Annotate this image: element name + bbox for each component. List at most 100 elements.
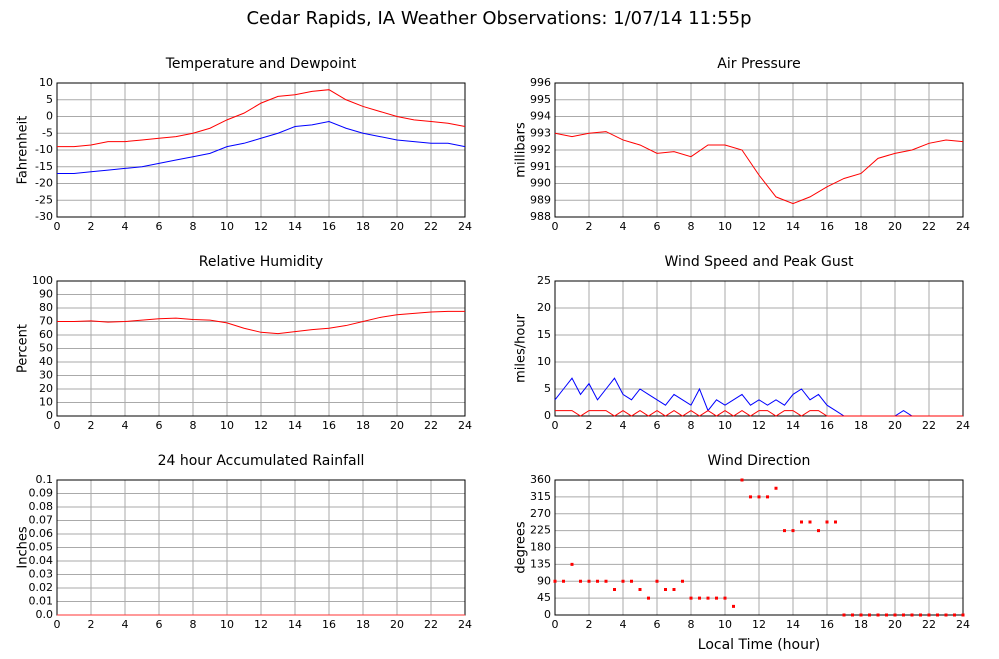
x-tick-label: 12 — [752, 618, 766, 631]
y-tick-label: 0.02 — [29, 581, 54, 594]
data-point — [579, 579, 582, 583]
y-tick-label: 995 — [530, 93, 551, 106]
x-tick-label: 2 — [586, 220, 593, 233]
x-tick-label: 0 — [552, 618, 559, 631]
y-axis-label: miles/hour — [514, 313, 529, 382]
data-point — [706, 596, 710, 600]
data-point — [749, 495, 752, 499]
data-line — [57, 121, 466, 174]
chart-title: Wind Direction — [708, 453, 811, 469]
x-tick-label: 22 — [424, 220, 438, 233]
y-tick-label: 0.05 — [29, 541, 54, 554]
y-tick-label: 0.06 — [29, 527, 54, 540]
y-tick-label: 315 — [530, 490, 551, 503]
y-tick-label: 996 — [530, 76, 551, 89]
y-tick-label: 993 — [530, 126, 551, 139]
y-tick-label: 0 — [46, 110, 53, 123]
y-tick-label: 10 — [39, 76, 53, 89]
data-point — [732, 604, 735, 608]
x-tick-label: 12 — [254, 220, 268, 233]
x-tick-label: 14 — [288, 618, 302, 631]
plot-frame — [554, 82, 964, 218]
data-point — [825, 520, 829, 524]
x-tick-label: 14 — [786, 618, 800, 631]
x-tick-label: 20 — [888, 419, 902, 432]
y-tick-label: 991 — [530, 160, 551, 173]
y-tick-label: 989 — [530, 193, 551, 206]
chart-title: 24 hour Accumulated Rainfall — [158, 453, 365, 469]
y-tick-label: 10 — [537, 355, 551, 368]
x-tick-label: 24 — [458, 419, 472, 432]
data-point — [740, 478, 744, 482]
x-tick-label: 12 — [254, 618, 268, 631]
y-tick-label: 15 — [537, 328, 551, 341]
data-point — [681, 579, 684, 583]
y-tick-label: 270 — [530, 507, 551, 520]
data-point — [715, 596, 718, 600]
data-line — [57, 89, 466, 148]
page-title: Cedar Rapids, IA Weather Observations: 1… — [246, 8, 751, 29]
x-tick-label: 4 — [620, 220, 627, 233]
x-tick-label: 16 — [820, 220, 834, 233]
x-tick-label: 8 — [688, 419, 695, 432]
x-tick-label: 0 — [552, 419, 559, 432]
y-tick-label: 70 — [39, 315, 53, 328]
data-line — [57, 310, 465, 335]
y-tick-label: 0.1 — [36, 473, 54, 486]
data-point — [961, 613, 965, 617]
data-point — [604, 579, 608, 583]
x-tick-label: 24 — [956, 220, 970, 233]
y-tick-label: 0.0 — [36, 608, 54, 621]
y-tick-label: 0.09 — [29, 487, 54, 500]
y-tick-label: 5 — [544, 382, 551, 395]
data-line — [555, 410, 963, 417]
y-tick-label: 135 — [530, 557, 551, 570]
x-tick-label: 16 — [322, 618, 336, 631]
x-tick-label: 4 — [122, 419, 129, 432]
y-axis-label: Inches — [16, 526, 31, 568]
x-tick-label: 18 — [854, 618, 868, 631]
x-tick-label: 10 — [718, 220, 732, 233]
data-point — [885, 613, 888, 617]
y-tick-label: -20 — [35, 177, 53, 190]
y-axis-label: Fahrenheit — [16, 116, 31, 185]
x-axis-label: Local Time (hour) — [698, 637, 820, 653]
y-tick-label: 0.07 — [29, 514, 54, 527]
x-tick-label: 18 — [356, 618, 370, 631]
x-tick-label: 12 — [254, 419, 268, 432]
x-tick-label: 2 — [88, 419, 95, 432]
x-tick-label: 8 — [190, 220, 197, 233]
x-tick-label: 16 — [820, 419, 834, 432]
y-tick-label: 100 — [32, 274, 53, 287]
y-tick-label: 80 — [39, 301, 53, 314]
x-tick-label: 4 — [620, 618, 627, 631]
x-tick-label: 8 — [688, 220, 695, 233]
x-tick-label: 10 — [718, 618, 732, 631]
x-tick-label: 10 — [220, 419, 234, 432]
data-point — [808, 520, 812, 524]
data-point — [876, 613, 880, 617]
y-tick-label: 90 — [537, 574, 551, 587]
x-tick-label: 18 — [854, 419, 868, 432]
x-tick-label: 22 — [424, 419, 438, 432]
x-tick-label: 22 — [922, 220, 936, 233]
x-tick-label: 18 — [854, 220, 868, 233]
data-point — [919, 613, 922, 617]
data-point — [868, 613, 871, 617]
y-tick-label: 45 — [537, 591, 551, 604]
plot-frame — [554, 479, 964, 616]
y-axis-label: millibars — [514, 122, 529, 178]
data-point — [562, 579, 565, 583]
y-tick-label: 20 — [39, 382, 53, 395]
y-axis-label: Percent — [16, 324, 31, 373]
x-tick-label: 6 — [156, 220, 163, 233]
x-tick-label: 20 — [888, 220, 902, 233]
x-tick-label: 6 — [156, 618, 163, 631]
data-point — [655, 579, 659, 583]
y-tick-label: 40 — [39, 355, 53, 368]
y-tick-label: 30 — [39, 369, 53, 382]
data-point — [927, 613, 931, 617]
data-point — [817, 529, 820, 533]
y-tick-label: 0.03 — [29, 568, 54, 581]
